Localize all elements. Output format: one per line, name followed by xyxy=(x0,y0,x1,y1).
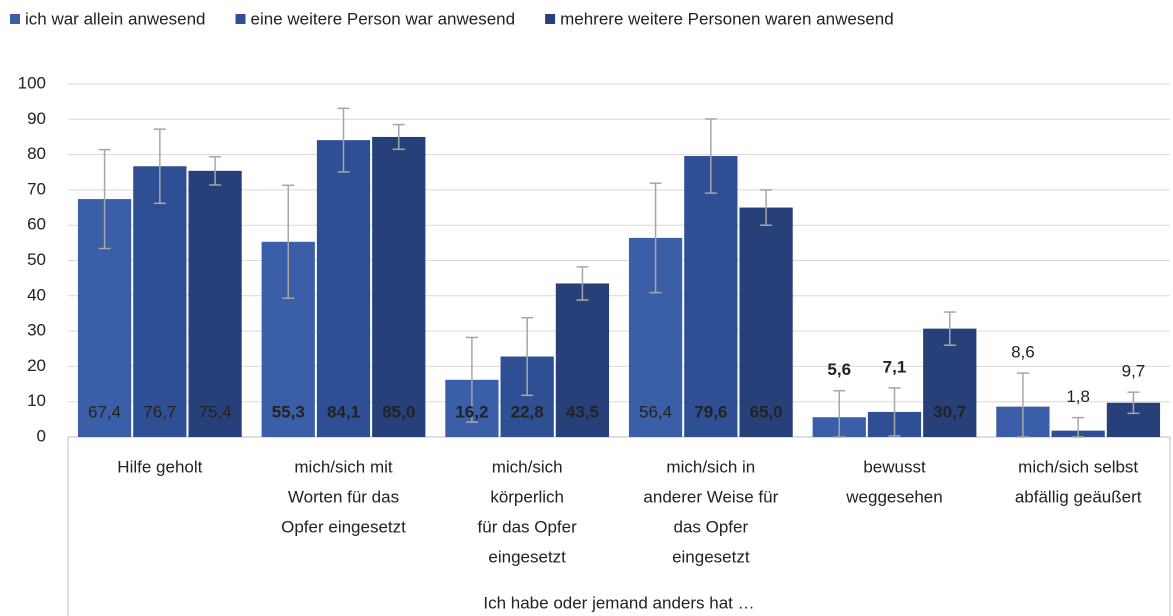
x-axis-label: Ich habe oder jemand anders hat … xyxy=(483,593,754,612)
y-tick-label: 80 xyxy=(27,144,46,163)
value-label: 56,4 xyxy=(639,402,672,421)
x-tick-label: für das Opfer xyxy=(478,517,578,536)
x-tick-label: bewusst xyxy=(863,457,926,476)
value-label: 43,5 xyxy=(566,402,599,421)
y-tick-label: 10 xyxy=(27,391,46,410)
legend-swatch xyxy=(545,14,556,24)
bar xyxy=(188,170,242,437)
value-label: 79,6 xyxy=(694,402,727,421)
legend-label: ich war allein anwesend xyxy=(25,9,206,28)
bar xyxy=(923,328,977,437)
x-tick-label: mich/sich mit xyxy=(294,457,393,476)
x-tick-label: mich/sich selbst xyxy=(1018,457,1138,476)
x-tick-label: Opfer eingesetzt xyxy=(281,517,406,536)
legend-label: eine weitere Person war anwesend xyxy=(251,9,516,28)
bar xyxy=(684,156,738,437)
value-label: 9,7 xyxy=(1122,362,1146,381)
legend-swatch xyxy=(235,14,246,24)
y-tick-label: 100 xyxy=(18,73,46,92)
value-label: 75,4 xyxy=(199,402,232,421)
x-tick-label: mich/sich in xyxy=(666,457,755,476)
x-tick-label: anderer Weise für xyxy=(643,487,778,506)
value-label: 7,1 xyxy=(883,357,907,376)
bar xyxy=(372,136,426,437)
y-tick-label: 70 xyxy=(27,179,46,198)
value-label: 8,6 xyxy=(1011,343,1035,362)
x-tick-label: eingesetzt xyxy=(672,547,750,566)
y-tick-label: 30 xyxy=(27,321,46,340)
y-tick-label: 60 xyxy=(27,215,46,234)
x-tick-label: mich/sich xyxy=(492,457,563,476)
x-tick-label: eingesetzt xyxy=(488,547,566,566)
x-tick-label: Worten für das xyxy=(288,487,399,506)
value-label: 22,8 xyxy=(511,402,544,421)
legend-swatch xyxy=(10,14,20,24)
bar xyxy=(133,166,187,437)
value-label: 30,7 xyxy=(933,402,966,421)
x-tick-label: das Opfer xyxy=(674,517,749,536)
y-tick-label: 50 xyxy=(27,250,46,269)
x-tick-label: körperlich xyxy=(490,487,564,506)
y-tick-label: 0 xyxy=(37,426,46,445)
bar xyxy=(739,207,793,437)
value-label: 16,2 xyxy=(455,402,488,421)
value-label: 1,8 xyxy=(1066,387,1090,406)
y-tick-label: 40 xyxy=(27,285,46,304)
bar xyxy=(316,140,371,437)
value-label: 55,3 xyxy=(272,402,305,421)
value-label: 84,1 xyxy=(327,402,360,421)
legend-label: mehrere weitere Personen waren anwesend xyxy=(560,9,894,28)
x-tick-label: weggesehen xyxy=(845,487,942,506)
y-tick-label: 20 xyxy=(27,356,46,375)
bar xyxy=(555,283,610,437)
value-label: 67,4 xyxy=(88,402,121,421)
y-tick-label: 90 xyxy=(27,109,46,128)
value-label: 85,0 xyxy=(382,402,415,421)
x-tick-label: Hilfe geholt xyxy=(117,457,202,476)
value-label: 76,7 xyxy=(143,402,176,421)
x-tick-label: abfällig geäußert xyxy=(1015,487,1142,506)
value-label: 5,6 xyxy=(827,360,851,379)
value-label: 65,0 xyxy=(750,402,783,421)
